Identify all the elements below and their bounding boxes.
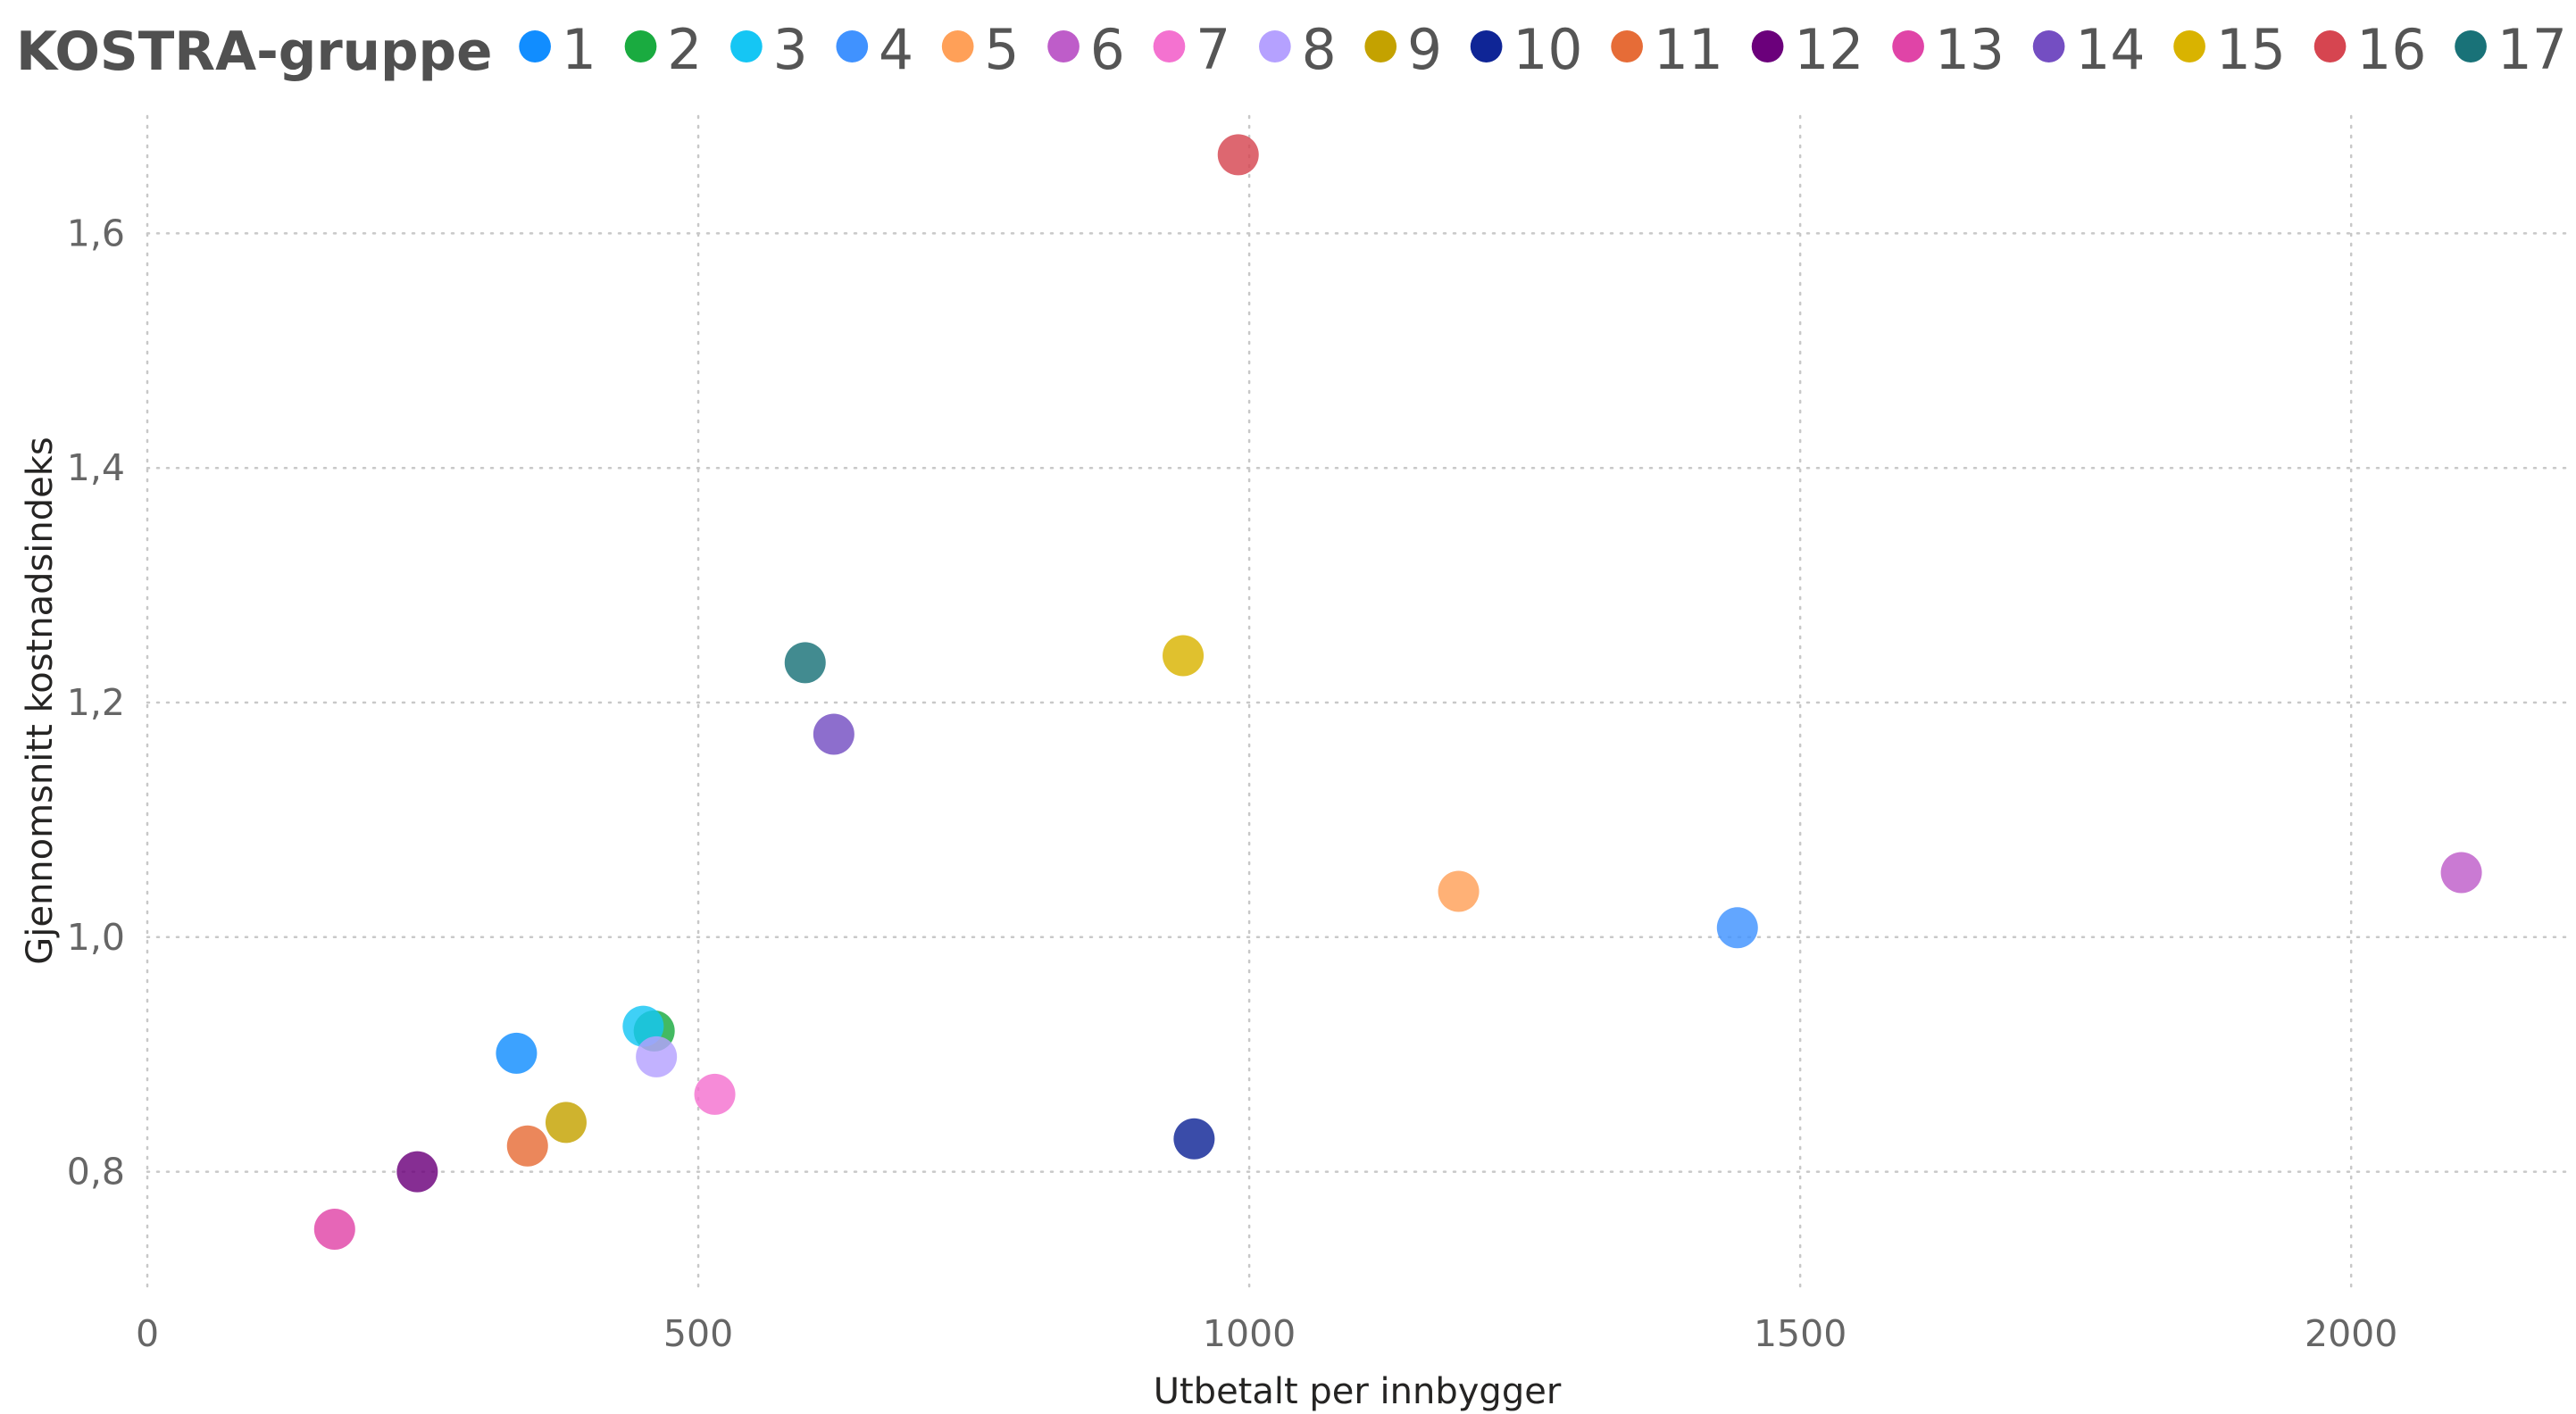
legend-label: 14 — [2075, 18, 2145, 82]
y-tick-label: 1,2 — [67, 681, 125, 724]
legend-marker — [941, 30, 974, 62]
legend-marker — [1047, 30, 1080, 62]
x-tick-label: 0 — [136, 1312, 159, 1355]
point-group-5 — [1438, 870, 1480, 912]
legend-label: 4 — [879, 18, 913, 82]
legend-marker — [624, 30, 657, 62]
point-group-11 — [506, 1125, 548, 1167]
data-points — [313, 134, 2482, 1250]
legend-label: 12 — [1794, 18, 1863, 82]
point-group-4 — [1716, 907, 1758, 949]
legend-label: 15 — [2216, 18, 2286, 82]
x-tick-label: 1500 — [1754, 1312, 1847, 1355]
point-group-1 — [496, 1032, 538, 1074]
legend-marker — [1470, 30, 1503, 62]
axis-ticks: 0 500 1000 1500 2000 0,8 1,0 1,2 1,4 1,6 — [67, 212, 2398, 1355]
point-group-14 — [813, 713, 854, 755]
legend-marker — [730, 30, 763, 62]
y-tick-label: 1,6 — [67, 212, 125, 254]
legend-marker — [2032, 30, 2065, 62]
legend-label: 6 — [1090, 18, 1125, 82]
y-axis-title: Gjennomsnitt kostnadsindeks — [20, 437, 61, 965]
legend-label: 11 — [1654, 18, 1723, 82]
point-group-9 — [545, 1102, 587, 1144]
legend-title: KOSTRA-gruppe — [16, 21, 492, 83]
x-axis-title: Utbetalt per innbygger — [1154, 1371, 1562, 1412]
legend-marker — [1751, 30, 1784, 62]
legend: KOSTRA-gruppe 1 2 3 4 5 6 7 8 9 10 11 12 13 14 15 16 17 — [16, 18, 2567, 83]
legend-label: 17 — [2497, 18, 2567, 82]
legend-label: 1 — [562, 18, 596, 82]
legend-marker — [2173, 30, 2205, 62]
y-tick-label: 1,4 — [67, 446, 125, 489]
legend-label: 8 — [1302, 18, 1337, 82]
x-tick-label: 2000 — [2305, 1312, 2397, 1355]
legend-label: 7 — [1196, 18, 1230, 82]
point-group-12 — [396, 1151, 438, 1193]
legend-marker — [1153, 30, 1186, 62]
legend-marker — [1611, 30, 1643, 62]
legend-marker — [1364, 30, 1397, 62]
legend-label: 3 — [773, 18, 808, 82]
legend-label: 5 — [984, 18, 1019, 82]
y-tick-label: 1,0 — [67, 916, 125, 959]
gridlines — [146, 114, 2573, 1291]
legend-marker — [2313, 30, 2347, 62]
point-group-10 — [1173, 1118, 1215, 1160]
legend-label: 13 — [1935, 18, 2005, 82]
point-group-8 — [636, 1036, 678, 1077]
point-group-15 — [1163, 635, 1205, 677]
legend-label: 2 — [667, 18, 702, 82]
legend-label: 9 — [1407, 18, 1442, 82]
legend-marker — [519, 30, 551, 62]
legend-marker — [1892, 30, 1924, 62]
legend-label: 16 — [2356, 18, 2426, 82]
point-group-7 — [694, 1073, 736, 1115]
x-tick-label: 1000 — [1203, 1312, 1296, 1355]
legend-label: 10 — [1513, 18, 1582, 82]
y-tick-label: 0,8 — [67, 1151, 125, 1194]
point-group-6 — [2440, 852, 2482, 894]
legend-marker — [836, 30, 869, 62]
point-group-13 — [313, 1208, 355, 1250]
point-group-16 — [1217, 134, 1259, 176]
x-tick-label: 500 — [663, 1312, 733, 1355]
legend-marker — [1259, 30, 1291, 62]
legend-marker — [2455, 30, 2487, 62]
point-group-17 — [784, 642, 826, 684]
